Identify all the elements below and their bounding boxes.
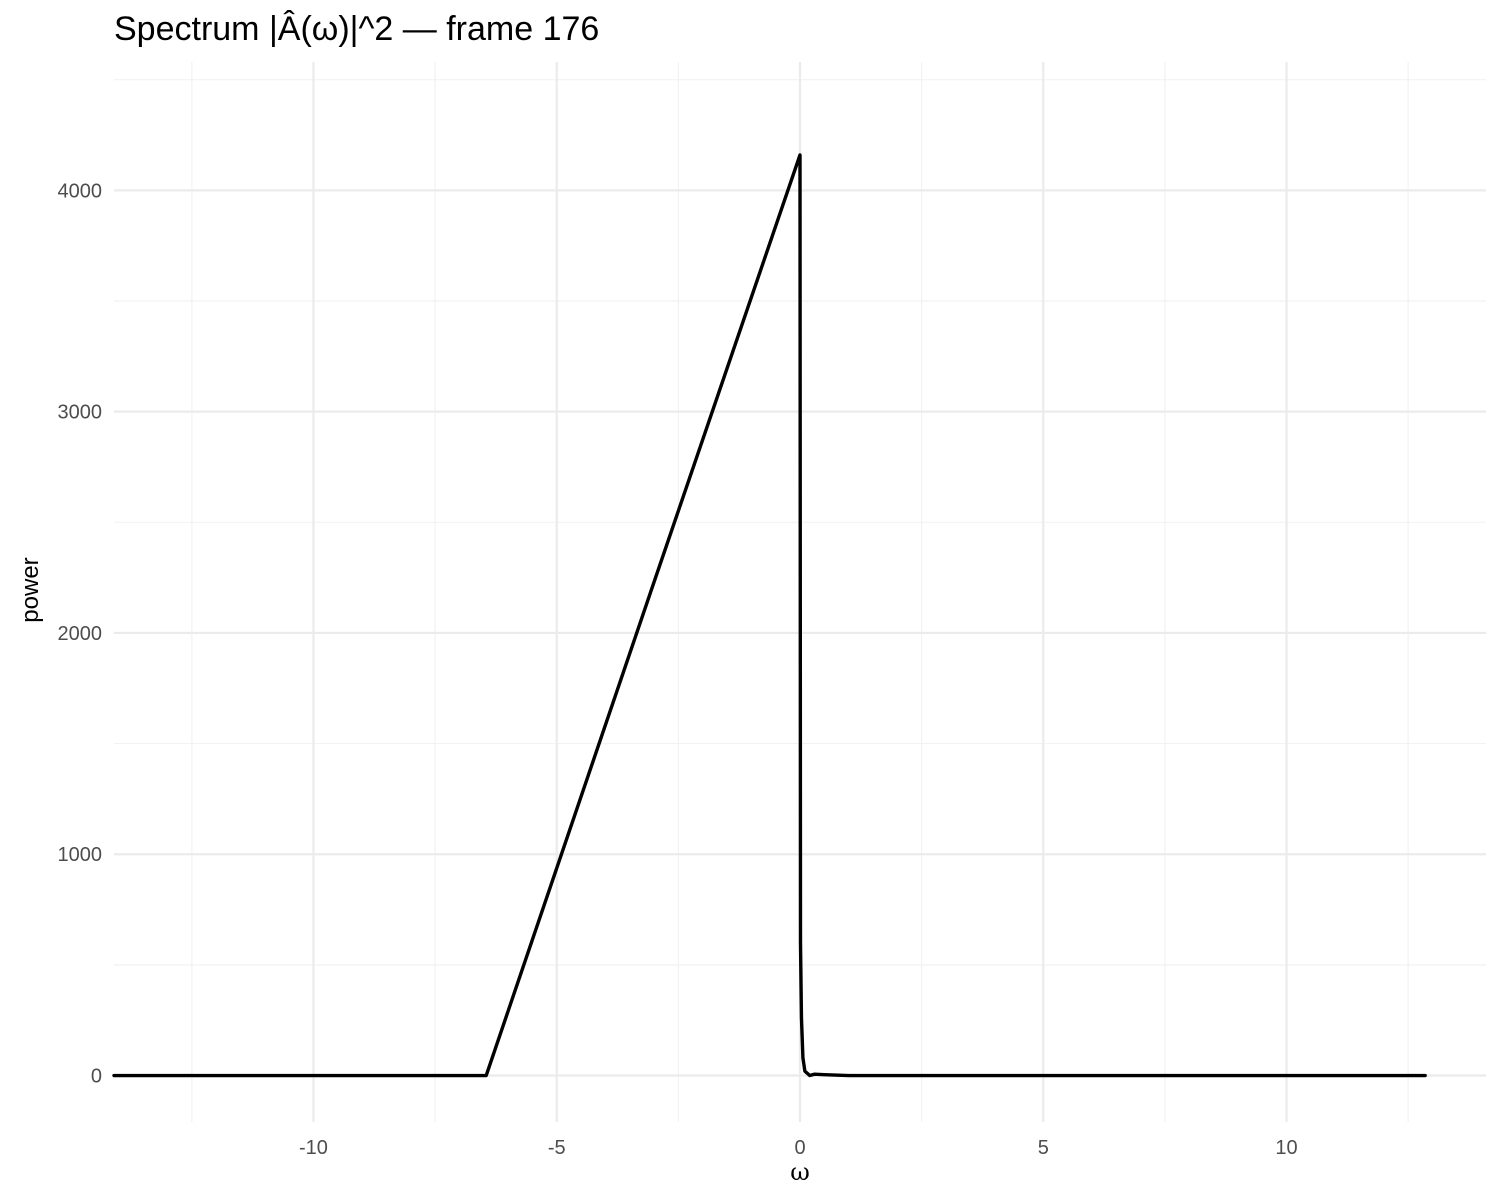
y-tick-label: 1000: [58, 844, 103, 866]
x-tick-label: -5: [548, 1137, 566, 1159]
y-tick-label: 4000: [58, 180, 103, 202]
chart-title: Spectrum |Â(ω)|^2 — frame 176: [114, 10, 599, 48]
series-layer: [112, 153, 1427, 1078]
x-axis-title: ω: [790, 1158, 810, 1186]
y-tick-label: 3000: [58, 402, 103, 424]
y-axis-title: power: [17, 557, 44, 622]
x-tick-label: 0: [794, 1137, 805, 1159]
y-tick-label: 2000: [58, 623, 103, 645]
x-axis-ticks: -10 -5 0 5 10: [299, 1137, 1298, 1159]
y-axis-ticks: 0 1000 2000 3000 4000: [58, 180, 103, 1087]
x-tick-label: 10: [1275, 1137, 1297, 1159]
spectrum-line: [112, 153, 1427, 1078]
y-tick-label: 0: [91, 1066, 102, 1088]
x-tick-label: -10: [299, 1137, 328, 1159]
x-tick-label: 5: [1038, 1137, 1049, 1159]
